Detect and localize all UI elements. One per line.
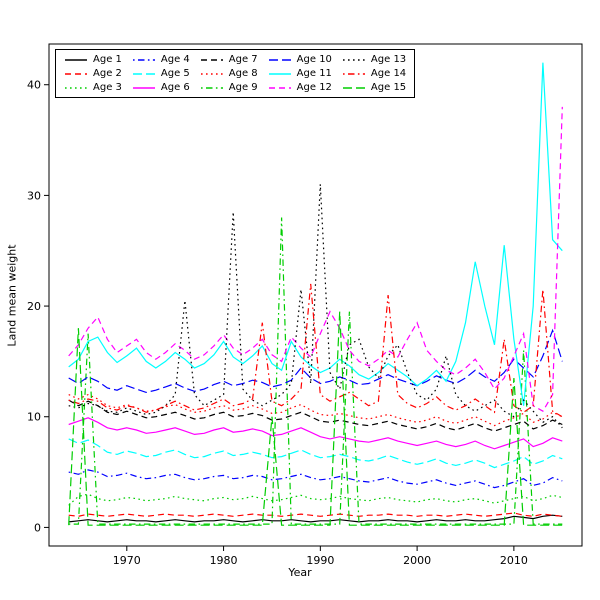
y-tick-label: 10 xyxy=(27,411,41,424)
legend-item-age-5: Age 5 xyxy=(132,67,190,80)
legend-key-line xyxy=(132,72,155,75)
x-tick-label: 1970 xyxy=(113,554,141,567)
x-tick-label: 1980 xyxy=(210,554,238,567)
legend-key-line xyxy=(268,72,291,75)
legend-label: Age 7 xyxy=(228,54,258,65)
y-tick-label: 20 xyxy=(27,300,41,313)
legend: Age 1 Age 2 Age 3 Age 4 Age 5 Age 6 Age 7 Age 8… xyxy=(55,49,416,98)
series-line-age-7 xyxy=(68,399,563,432)
legend-key-line xyxy=(65,72,87,75)
series-line-age-1 xyxy=(68,514,563,523)
legend-label: Age 15 xyxy=(370,82,407,93)
legend-item-age-7: Age 7 xyxy=(200,53,258,66)
legend-key-line xyxy=(200,86,223,89)
legend-item-age-14: Age 14 xyxy=(342,67,406,80)
series-line-age-6 xyxy=(68,417,563,450)
series-line-age-3 xyxy=(68,493,563,506)
legend-item-age-15: Age 15 xyxy=(342,81,406,94)
series-line-age-5 xyxy=(68,438,563,469)
legend-key-line xyxy=(200,58,223,61)
legend-item-age-8: Age 8 xyxy=(200,67,258,80)
legend-key-line xyxy=(65,86,87,89)
x-tick-label: 2010 xyxy=(500,554,528,567)
series-line-age-9 xyxy=(68,217,563,525)
legend-label: Age 13 xyxy=(370,54,407,65)
legend-label: Age 10 xyxy=(296,54,332,65)
legend-item-age-2: Age 2 xyxy=(64,67,122,80)
legend-label: Age 5 xyxy=(160,68,190,79)
plot-box xyxy=(48,43,583,547)
y-tick-label: 30 xyxy=(27,189,41,202)
legend-item-age-10: Age 10 xyxy=(268,53,332,66)
y-tick-label: 40 xyxy=(27,79,41,92)
legend-item-age-11: Age 11 xyxy=(268,67,332,80)
series-line-age-11 xyxy=(68,62,563,406)
series-line-age-12 xyxy=(68,106,563,413)
legend-key-line xyxy=(342,86,365,89)
series-line-age-14 xyxy=(68,283,563,418)
series-line-age-10 xyxy=(68,328,563,394)
legend-item-age-12: Age 12 xyxy=(268,81,332,94)
x-tick-label: 1990 xyxy=(306,554,334,567)
legend-item-age-9: Age 9 xyxy=(200,81,258,94)
y-axis-label: Land mean weight xyxy=(5,244,19,347)
legend-key-line xyxy=(132,58,155,61)
legend-item-age-6: Age 6 xyxy=(132,81,190,94)
legend-item-age-4: Age 4 xyxy=(132,53,190,66)
legend-item-age-3: Age 3 xyxy=(64,81,122,94)
legend-key-line xyxy=(65,58,87,61)
legend-label: Age 1 xyxy=(93,54,122,65)
legend-item-age-1: Age 1 xyxy=(64,53,122,66)
legend-label: Age 6 xyxy=(160,82,190,93)
legend-label: Age 4 xyxy=(160,54,190,65)
legend-key-line xyxy=(342,72,365,75)
legend-key-line xyxy=(132,86,155,89)
x-axis-label: Year xyxy=(288,566,312,579)
legend-key-line xyxy=(200,72,223,75)
legend-key-line xyxy=(268,86,291,89)
legend-label: Age 14 xyxy=(370,68,407,79)
series-line-age-4 xyxy=(68,469,563,489)
legend-label: Age 2 xyxy=(93,68,122,79)
x-tick-label: 2000 xyxy=(403,554,431,567)
legend-label: Age 11 xyxy=(296,68,332,79)
legend-label: Age 9 xyxy=(228,82,258,93)
legend-key-line xyxy=(342,58,365,61)
legend-label: Age 12 xyxy=(296,82,332,93)
legend-label: Age 8 xyxy=(228,68,258,79)
series-line-age-2 xyxy=(68,512,563,517)
legend-item-age-13: Age 13 xyxy=(342,53,406,66)
series-line-age-15 xyxy=(68,311,563,526)
y-tick-label: 0 xyxy=(34,521,41,534)
legend-key-line xyxy=(268,58,291,61)
legend-label: Age 3 xyxy=(93,82,122,93)
